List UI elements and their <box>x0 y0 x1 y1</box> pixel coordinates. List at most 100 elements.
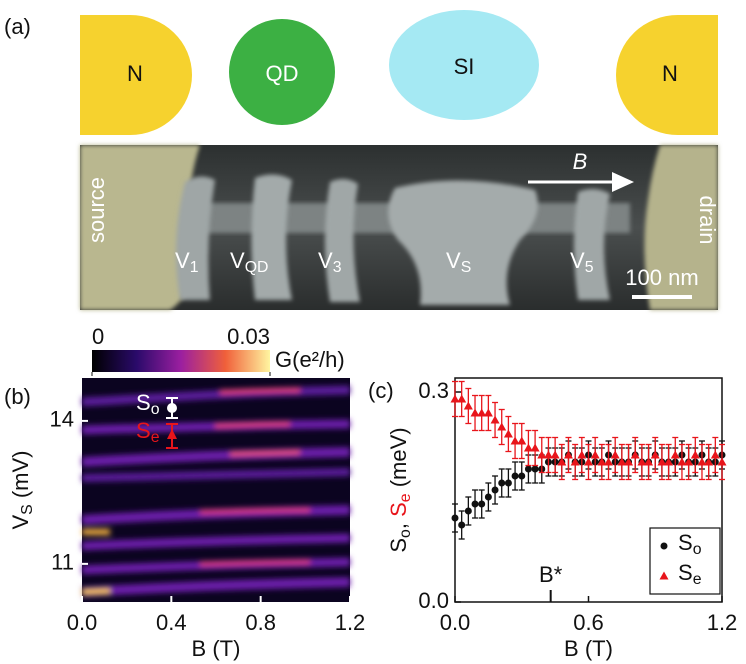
colorbar <box>92 350 270 372</box>
data-point <box>637 457 647 466</box>
text-segment: V <box>570 248 585 273</box>
data-point <box>710 450 720 459</box>
data-point <box>644 457 654 466</box>
data-point <box>704 457 714 466</box>
data-point <box>523 443 533 452</box>
data-point <box>483 408 493 417</box>
data-point <box>624 457 634 466</box>
data-point <box>464 507 472 515</box>
y-tick-label: 0.0 <box>418 588 449 613</box>
text-segment: S <box>386 538 411 553</box>
data-point <box>650 450 660 459</box>
data-point <box>617 457 627 466</box>
data-point <box>498 479 506 487</box>
x-tick-label: 1.2 <box>335 610 366 635</box>
data-point <box>518 472 526 480</box>
data-point <box>510 436 520 445</box>
text-segment: S <box>678 530 693 555</box>
rich-text: So <box>678 530 702 558</box>
data-point <box>657 457 667 466</box>
text-segment: V <box>175 248 190 273</box>
data-point <box>484 493 492 501</box>
data-point <box>490 415 500 424</box>
data-point <box>550 450 560 459</box>
data-point <box>604 457 614 466</box>
x-tick-label: 0.4 <box>156 610 187 635</box>
colorbar-tick-label: 0.03 <box>227 324 270 349</box>
quantum-dot <box>229 19 335 125</box>
data-point <box>670 450 680 459</box>
data-point <box>563 450 573 459</box>
lead-right <box>616 15 718 135</box>
data-point <box>610 450 620 459</box>
data-point <box>717 457 727 466</box>
shape-label: N <box>662 61 678 86</box>
text-segment: S <box>136 418 151 443</box>
text-segment: (mV) <box>8 450 33 504</box>
lead-left <box>80 15 192 135</box>
data-point <box>537 450 547 459</box>
heatmap-image <box>81 378 351 602</box>
data-point <box>597 457 607 466</box>
y-tick-label: 0.3 <box>418 378 449 403</box>
rich-text: Se <box>136 418 160 446</box>
data-point <box>543 450 553 459</box>
text-segment: S <box>136 390 151 415</box>
shape-label: QD <box>266 61 299 86</box>
data-point <box>584 457 593 466</box>
rich-text: Se <box>678 560 702 588</box>
text-segment: S <box>678 560 693 585</box>
text-segment: (meV) <box>386 427 411 493</box>
text-segment: 1 <box>190 259 199 276</box>
data-point <box>557 457 567 466</box>
data-point <box>517 436 527 445</box>
rich-text: VS (mV) <box>8 450 36 529</box>
legend-box <box>649 527 721 595</box>
data-point <box>530 443 540 452</box>
data-point <box>458 521 466 529</box>
rich-text: So <box>136 390 160 418</box>
x-tick-label: 0.0 <box>440 610 471 635</box>
rich-text: VS <box>446 248 471 276</box>
text-segment: 5 <box>585 259 594 276</box>
text-segment: o <box>151 401 160 418</box>
data-point <box>451 514 459 522</box>
rich-text: V1 <box>175 248 199 276</box>
y-tick-label: 14 <box>50 407 74 432</box>
shape-label: SI <box>454 54 475 79</box>
source-label: source <box>84 177 109 243</box>
text-segment: S <box>19 504 36 515</box>
panel-label: (a) <box>4 14 31 39</box>
rich-text: So, Se (meV) <box>386 427 414 552</box>
data-point <box>478 500 486 508</box>
text-segment: QD <box>245 259 269 276</box>
data-point <box>690 450 700 459</box>
colorbar-label: G(e²/h) <box>275 347 345 372</box>
rich-text: V3 <box>318 248 342 276</box>
superconducting-island <box>389 10 539 120</box>
x-axis-label: B (T) <box>192 636 241 661</box>
text-segment: o <box>397 529 414 538</box>
scale-bar-label: 100 nm <box>625 265 698 290</box>
panel-label: (c) <box>368 378 394 403</box>
data-point <box>660 542 668 550</box>
rich-text: VQD <box>230 248 268 276</box>
data-point <box>470 408 480 417</box>
colorbar-tick-label: 0 <box>92 324 104 349</box>
data-point <box>491 486 499 494</box>
data-point <box>630 450 640 459</box>
y-tick-label: 11 <box>51 550 74 575</box>
data-point <box>697 457 707 466</box>
data-point <box>457 394 467 403</box>
data-point <box>524 465 532 473</box>
x-tick-label: 0.8 <box>245 610 276 635</box>
x-axis-label: B (T) <box>564 636 613 661</box>
data-point <box>677 457 687 466</box>
sem-image <box>80 145 718 310</box>
text-segment: e <box>397 493 414 502</box>
data-point <box>450 394 460 403</box>
data-point <box>503 429 513 438</box>
x-tick-label: 0.6 <box>573 610 604 635</box>
data-point <box>463 401 473 410</box>
